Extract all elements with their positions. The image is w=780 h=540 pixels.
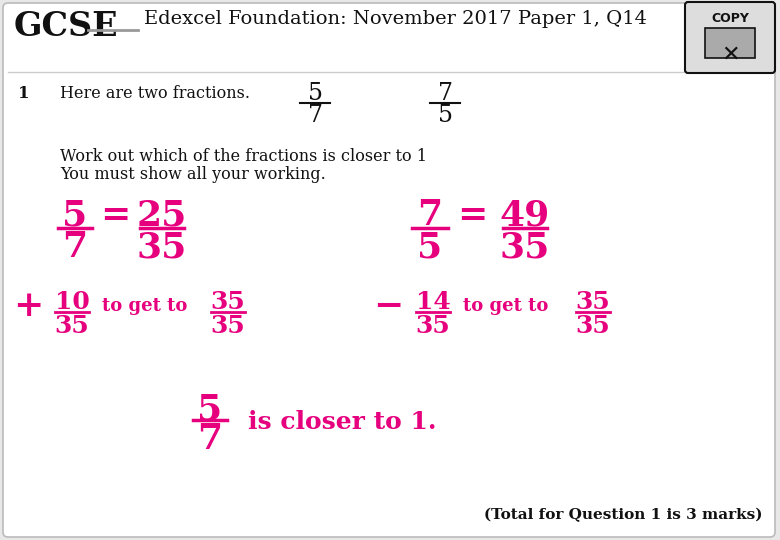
Text: Edexcel Foundation: November 2017 Paper 1, Q14: Edexcel Foundation: November 2017 Paper … — [144, 10, 647, 28]
Text: 7: 7 — [62, 230, 87, 264]
Bar — [705, 28, 755, 58]
Text: Work out which of the fractions is closer to 1: Work out which of the fractions is close… — [60, 148, 427, 165]
Text: 7: 7 — [438, 82, 452, 105]
FancyBboxPatch shape — [3, 3, 775, 537]
Text: to get to: to get to — [463, 297, 548, 315]
Text: −: − — [373, 289, 403, 323]
Text: 5: 5 — [197, 392, 222, 426]
Text: 35: 35 — [211, 314, 246, 338]
Text: COPY: COPY — [711, 12, 749, 25]
Text: to get to: to get to — [102, 297, 187, 315]
Text: 10: 10 — [55, 290, 90, 314]
Text: 7: 7 — [197, 422, 222, 456]
Text: GCSE: GCSE — [14, 10, 119, 43]
Text: 49: 49 — [500, 198, 550, 232]
Text: 25: 25 — [136, 198, 187, 232]
Text: (Total for Question 1 is 3 marks): (Total for Question 1 is 3 marks) — [484, 508, 762, 522]
Text: 14: 14 — [416, 290, 450, 314]
Text: 35: 35 — [55, 314, 90, 338]
Text: 35: 35 — [500, 230, 550, 264]
Text: 7: 7 — [307, 104, 322, 127]
Text: 35: 35 — [136, 230, 187, 264]
Text: 5: 5 — [438, 104, 452, 127]
Text: 5: 5 — [417, 230, 442, 264]
FancyBboxPatch shape — [685, 2, 775, 73]
Text: Here are two fractions.: Here are two fractions. — [60, 85, 250, 102]
Text: 35: 35 — [416, 314, 450, 338]
Text: 1: 1 — [18, 85, 30, 102]
Text: 35: 35 — [211, 290, 246, 314]
Text: =: = — [100, 198, 130, 232]
Text: is closer to 1.: is closer to 1. — [248, 410, 437, 434]
Text: 35: 35 — [576, 314, 611, 338]
Text: 35: 35 — [576, 290, 611, 314]
Text: 5: 5 — [307, 82, 322, 105]
Text: 5: 5 — [62, 198, 87, 232]
Text: ✕: ✕ — [721, 45, 739, 65]
Text: =: = — [457, 198, 488, 232]
Text: 7: 7 — [417, 198, 442, 232]
Text: +: + — [12, 289, 43, 323]
Text: You must show all your working.: You must show all your working. — [60, 166, 326, 183]
